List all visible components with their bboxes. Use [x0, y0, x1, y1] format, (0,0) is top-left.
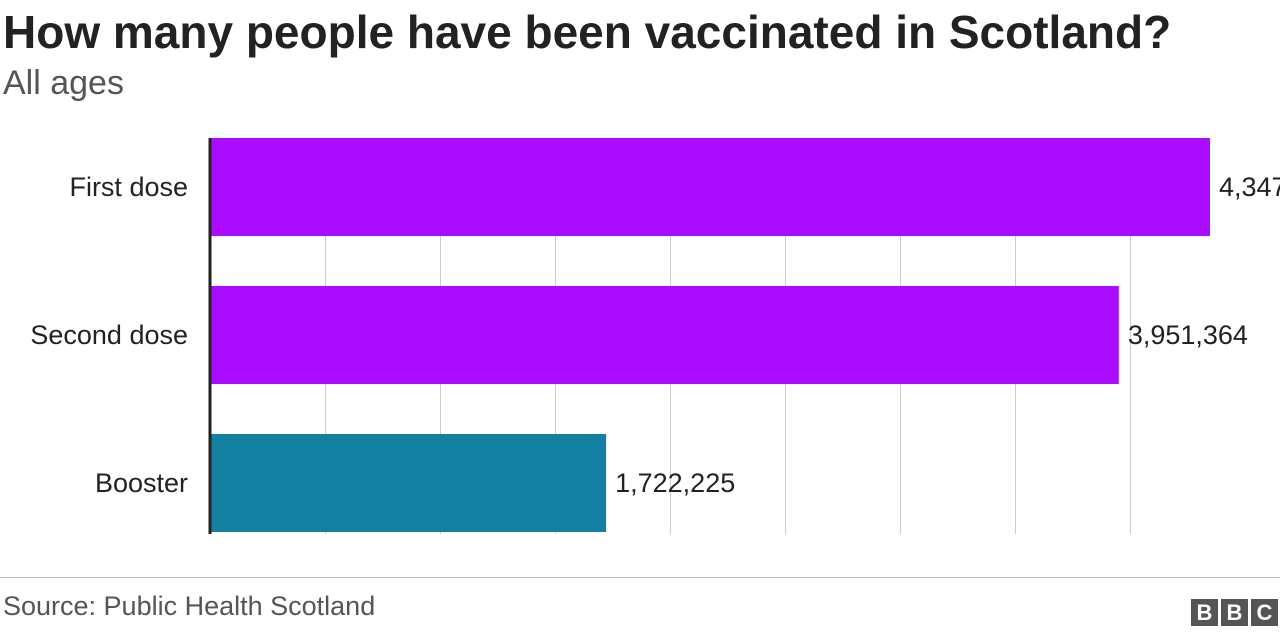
value-label: 1,722,225 [615, 468, 735, 498]
logo-letter-b2: B [1221, 599, 1248, 626]
bbc-logo: B B C [1191, 599, 1278, 626]
category-label: First dose [69, 172, 188, 202]
value-label: 4,347,880 [1219, 172, 1280, 202]
chart-subtitle: All ages [3, 64, 124, 102]
category-label: Second dose [30, 320, 188, 350]
bar-second-dose [210, 286, 1119, 384]
value-label: 3,951,364 [1128, 320, 1248, 350]
footer-divider [0, 577, 1280, 578]
logo-letter-b1: B [1191, 599, 1218, 626]
bar-chart: First dose 4,347,880 Second dose 3,951,364 B… [30, 138, 1280, 534]
bar-booster [210, 434, 607, 532]
category-label: Booster [95, 468, 188, 498]
labels: First dose 4,347,880 Second dose 3,951,364 B… [30, 172, 1280, 498]
chart-title: How many people have been vaccinated in … [3, 6, 1172, 58]
bars [210, 138, 1211, 532]
bar-first-dose [210, 138, 1211, 236]
source-note: Source: Public Health Scotland [3, 591, 376, 621]
logo-letter-c: C [1251, 599, 1278, 626]
